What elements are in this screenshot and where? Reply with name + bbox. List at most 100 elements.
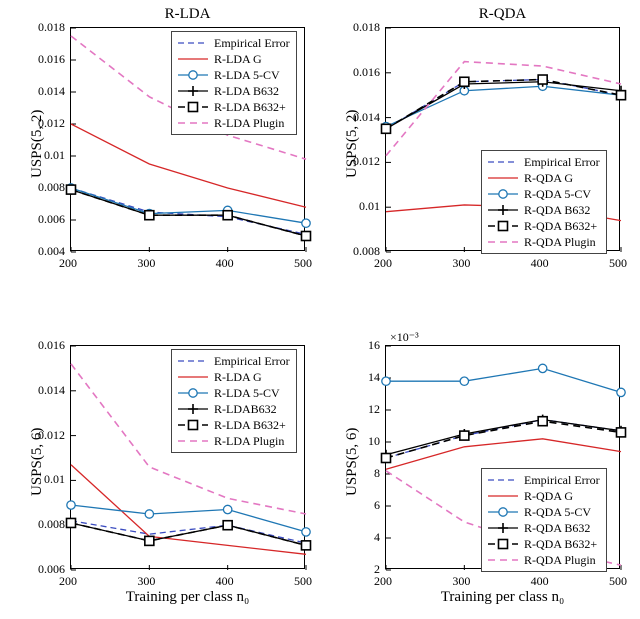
y-tick-label: 12 — [340, 402, 380, 417]
legend-item: R-LDA G — [178, 369, 290, 385]
series-line — [386, 420, 621, 455]
y-tick-label: 0.006 — [25, 212, 65, 227]
x-tick-label: 400 — [216, 574, 234, 589]
panel-br: ×10⁻³USPS(5, 6)Training per class n₀2003… — [385, 345, 620, 569]
y-tick-label: 0.008 — [25, 517, 65, 532]
y-tick-label: 0.004 — [25, 244, 65, 259]
legend-item: R-LDA G — [178, 51, 290, 67]
legend-swatch — [178, 100, 208, 114]
legend-item: R-QDA 5-CV — [488, 504, 600, 520]
legend-swatch — [488, 171, 518, 185]
panel-title: R-QDA — [386, 6, 619, 23]
legend-item: Empirical Error — [178, 35, 290, 51]
legend-item: R-QDA Plugin — [488, 552, 600, 568]
legend-swatch — [488, 235, 518, 249]
legend-label: R-LDA B632+ — [214, 99, 286, 115]
legend-swatch — [178, 354, 208, 368]
x-tick-label: 300 — [452, 574, 470, 589]
legend-item: R-QDA Plugin — [488, 234, 600, 250]
legend: Empirical ErrorR-QDA GR-QDA 5-CVR-QDA B6… — [481, 150, 607, 254]
legend-swatch — [178, 386, 208, 400]
y-tick-label: 0.016 — [25, 338, 65, 353]
legend-swatch — [488, 219, 518, 233]
y-tick-label: 0.014 — [340, 110, 380, 125]
y-tick-label: 0.008 — [25, 180, 65, 195]
legend-label: R-LDA B632 — [214, 83, 279, 99]
panel-title: R-LDA — [71, 6, 304, 23]
series-line — [386, 439, 621, 469]
y-tick-label: 0.014 — [25, 383, 65, 398]
y-tick-label: 4 — [340, 530, 380, 545]
legend-item: R-LDA 5-CV — [178, 385, 290, 401]
panel-tr: R-QDAUSPS(5, 2)2003004005000.0080.010.01… — [385, 27, 620, 251]
legend-label: Empirical Error — [524, 154, 600, 170]
legend-label: R-QDA B632+ — [524, 536, 597, 552]
series-line — [71, 190, 306, 236]
legend-label: R-QDA G — [524, 488, 573, 504]
legend-item: R-QDA B632+ — [488, 218, 600, 234]
y-tick-label: 2 — [340, 562, 380, 577]
legend-swatch — [178, 434, 208, 448]
legend-swatch — [488, 473, 518, 487]
legend-label: R-QDA 5-CV — [524, 186, 591, 202]
legend-item: R-LDA B632 — [178, 83, 290, 99]
legend-label: R-QDA G — [524, 170, 573, 186]
y-exponent: ×10⁻³ — [390, 330, 419, 345]
legend-label: Empirical Error — [214, 353, 290, 369]
legend-item: R-QDA B632 — [488, 202, 600, 218]
x-tick-label: 300 — [137, 256, 155, 271]
legend-label: R-QDA B632 — [524, 520, 590, 536]
x-tick-label: 300 — [452, 256, 470, 271]
series-line — [386, 368, 621, 392]
legend: Empirical ErrorR-LDA GR-LDA 5-CVR-LDA B6… — [171, 31, 297, 135]
x-axis-label: Training per class n₀ — [386, 589, 619, 606]
y-tick-label: 0.01 — [25, 472, 65, 487]
panel-bl: USPS(5, 6)Training per class n₀200300400… — [70, 345, 305, 569]
y-tick-label: 0.012 — [340, 154, 380, 169]
series-line — [71, 190, 306, 236]
legend-item: R-LDA Plugin — [178, 433, 290, 449]
legend-swatch — [488, 155, 518, 169]
legend-item: Empirical Error — [488, 472, 600, 488]
y-tick-label: 0.018 — [340, 20, 380, 35]
legend-swatch — [488, 489, 518, 503]
y-tick-label: 0.01 — [25, 148, 65, 163]
x-tick-label: 400 — [531, 256, 549, 271]
legend-label: Empirical Error — [214, 35, 290, 51]
legend-label: R-LDA 5-CV — [214, 385, 280, 401]
legend-item: R-QDA 5-CV — [488, 186, 600, 202]
legend-label: R-QDA B632+ — [524, 218, 597, 234]
legend: Empirical ErrorR-QDA GR-QDA 5-CVR-QDA B6… — [481, 468, 607, 572]
x-tick-label: 300 — [137, 574, 155, 589]
legend-item: R-QDA B632 — [488, 520, 600, 536]
legend-item: R-QDA G — [488, 170, 600, 186]
x-tick-label: 500 — [609, 574, 627, 589]
y-tick-label: 0.008 — [340, 244, 380, 259]
y-tick-label: 10 — [340, 434, 380, 449]
figure-root: R-LDAUSPS(5, 2)2003004005000.0040.0060.0… — [0, 0, 640, 619]
legend-label: R-QDA Plugin — [524, 552, 596, 568]
legend-swatch — [488, 203, 518, 217]
legend-item: R-QDA B632+ — [488, 536, 600, 552]
panel-tl: R-LDAUSPS(5, 2)2003004005000.0040.0060.0… — [70, 27, 305, 251]
legend-label: R-QDA Plugin — [524, 234, 596, 250]
x-tick-label: 400 — [531, 574, 549, 589]
legend-swatch — [178, 36, 208, 50]
legend-label: R-LDA G — [214, 51, 262, 67]
legend-label: R-QDA B632 — [524, 202, 590, 218]
y-tick-label: 0.014 — [25, 84, 65, 99]
y-tick-label: 0.018 — [25, 20, 65, 35]
legend-swatch — [488, 187, 518, 201]
series-line — [386, 86, 621, 126]
y-tick-label: 6 — [340, 498, 380, 513]
x-tick-label: 400 — [216, 256, 234, 271]
legend-label: R-LDA G — [214, 369, 262, 385]
legend-swatch — [178, 116, 208, 130]
series-line — [71, 124, 306, 207]
x-tick-label: 500 — [294, 256, 312, 271]
series-line — [71, 188, 306, 223]
legend-label: R-QDA 5-CV — [524, 504, 591, 520]
series-line — [71, 521, 306, 543]
legend-swatch — [178, 52, 208, 66]
y-tick-label: 0.016 — [340, 65, 380, 80]
